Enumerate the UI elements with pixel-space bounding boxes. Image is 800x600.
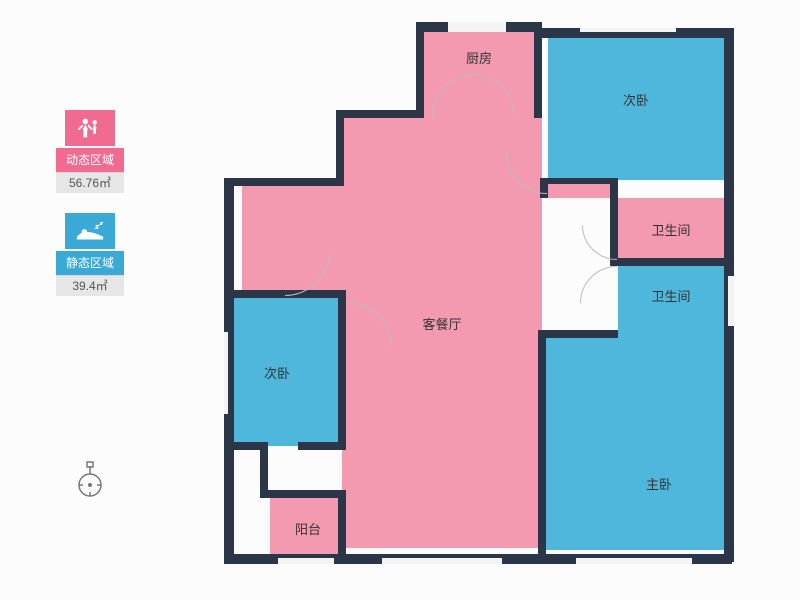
room-balcony: 阳台	[270, 498, 346, 558]
room-label: 卫生间	[651, 220, 690, 239]
wall	[610, 258, 726, 266]
legend-dynamic: 动态区域 56.76㎡	[56, 110, 124, 193]
room-label: 阳台	[295, 519, 321, 538]
room-label: 次卧	[264, 363, 290, 382]
wall	[538, 330, 546, 556]
people-icon	[75, 116, 105, 140]
legend-dynamic-icon	[65, 110, 115, 146]
room-bed2_top: 次卧	[548, 38, 724, 180]
wall	[540, 178, 612, 184]
opening	[576, 558, 692, 564]
room-label: 主卧	[646, 474, 672, 493]
room-label: 次卧	[623, 90, 649, 109]
room-label: 卫生间	[651, 286, 690, 305]
legend-static: 静态区域 39.4㎡	[56, 213, 124, 296]
opening	[448, 22, 506, 32]
legend: 动态区域 56.76㎡ 静态区域 39.4㎡	[56, 110, 124, 316]
wall	[260, 442, 268, 496]
room-label: 厨房	[466, 48, 492, 67]
wall	[416, 22, 424, 118]
wall	[338, 290, 346, 450]
legend-dynamic-area: 56.76㎡	[56, 172, 124, 193]
legend-dynamic-title: 动态区域	[56, 148, 124, 172]
compass-icon	[75, 460, 105, 500]
room-label: 客餐厅	[422, 314, 461, 333]
wall	[338, 490, 346, 556]
room-bed_master: 主卧	[544, 336, 726, 550]
sleep-icon	[75, 219, 105, 243]
wall	[232, 178, 344, 186]
opening	[278, 558, 334, 564]
wall	[534, 110, 542, 118]
legend-static-title: 静态区域	[56, 251, 124, 275]
room-bath1: 卫生间	[618, 198, 724, 260]
wall	[336, 110, 422, 118]
legend-static-area: 39.4㎡	[56, 275, 124, 296]
room-living_ext_r	[540, 182, 618, 198]
wall	[298, 442, 346, 450]
room-bath2: 卫生间	[618, 266, 724, 336]
wall	[336, 110, 344, 186]
opening	[728, 276, 734, 326]
wall	[538, 330, 618, 338]
opening	[224, 332, 228, 414]
floor-plan: 厨房客餐厅卫生间阳台次卧卫生间主卧次卧	[224, 22, 732, 572]
opening	[580, 28, 676, 32]
legend-static-icon	[65, 213, 115, 249]
opening	[382, 558, 502, 564]
wall	[260, 490, 346, 498]
room-bed2_left: 次卧	[230, 298, 344, 446]
